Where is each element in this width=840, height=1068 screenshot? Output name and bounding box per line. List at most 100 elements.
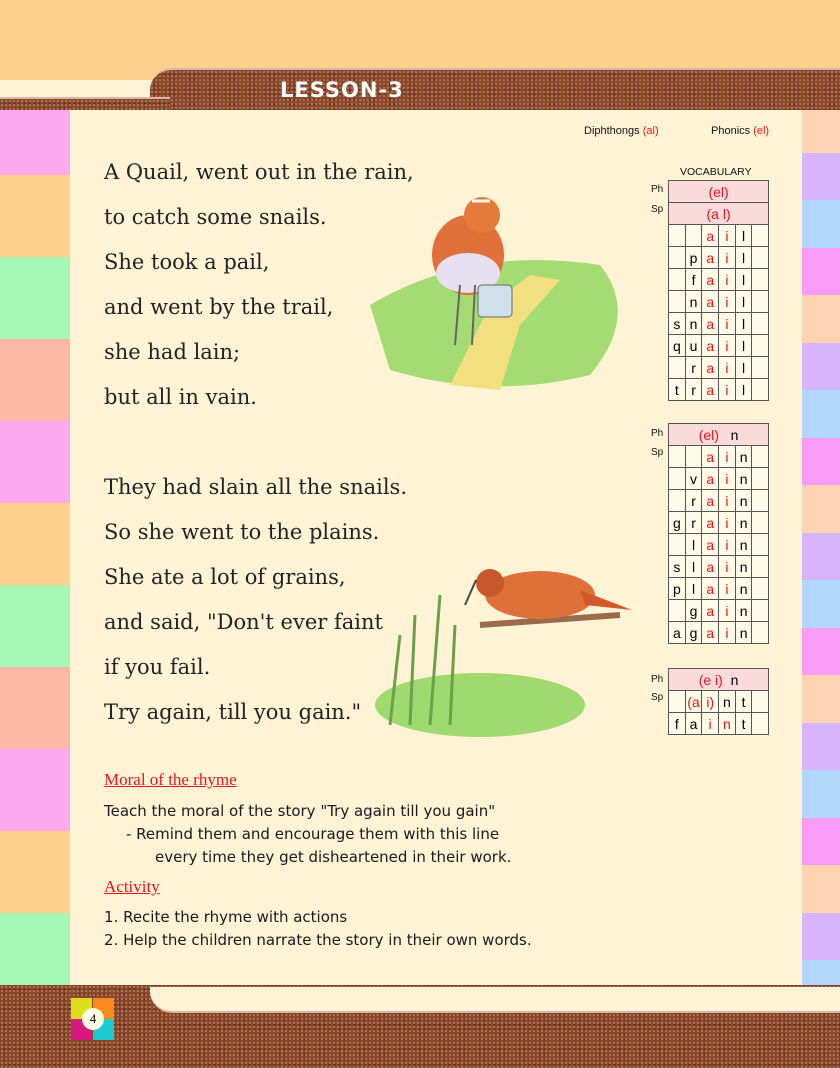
vocab-cell: r (684, 511, 703, 534)
vocab-cell: v (684, 467, 703, 490)
vocab-cell (668, 489, 686, 512)
vocab-cell (684, 445, 703, 468)
vocab-cell (751, 533, 770, 556)
vocab-cell: i (718, 489, 736, 512)
right-color-strip (802, 247, 840, 296)
vocab-cell: a (701, 378, 720, 401)
vocab-cell: t (668, 378, 686, 401)
left-color-strip (0, 913, 70, 995)
vocab-cell: i (718, 467, 736, 490)
vocab-cell: n (718, 690, 736, 713)
vocab-cell: a (701, 268, 720, 291)
poem-line: if you fail. (104, 655, 211, 679)
right-color-strip (802, 485, 840, 533)
vocab-table-aint: (e i) n (a i) n t f a i n t (667, 668, 770, 735)
vocab-cell (751, 599, 770, 622)
vocab-cell: i (718, 378, 736, 401)
vocab-cell: q (668, 334, 686, 357)
vocab-cell (668, 268, 686, 291)
activity-item: 2. Help the children narrate the story i… (104, 931, 532, 949)
right-color-strip (802, 722, 840, 771)
lesson-title: LESSON-3 (280, 78, 404, 102)
moral-heading: Moral of the rhyme (104, 770, 237, 789)
vocab-cell: n (684, 312, 703, 335)
vocab-cell: u (684, 334, 703, 357)
activity-item: 1. Recite the rhyme with actions (104, 908, 348, 926)
right-color-strip (802, 105, 840, 153)
left-color-strip (0, 339, 70, 421)
vocab-cell: i (718, 599, 736, 622)
vocab-cell: t (734, 712, 753, 735)
vocab-cell: s (668, 312, 686, 335)
vocab-cell: f (668, 712, 686, 735)
vocab-cell: l (734, 246, 753, 269)
moral-line: Teach the moral of the story "Try again … (104, 802, 496, 820)
top-margin (0, 0, 840, 80)
vocab-cell: a (701, 533, 720, 556)
vocab-cell: a (701, 621, 720, 644)
right-color-strip (802, 295, 840, 343)
vocab-cell: a (701, 599, 720, 622)
left-color-strip (0, 110, 70, 175)
vocab-cell: n (734, 533, 753, 556)
vocab-cell: i (718, 445, 736, 468)
page-number: 4 (82, 1008, 104, 1030)
sp-label: Sp (651, 447, 664, 458)
vocab-cell (668, 246, 686, 269)
vocab-cell (751, 334, 770, 357)
vocab-cell (668, 599, 686, 622)
right-color-strip (802, 342, 840, 391)
vocab-cell: a (701, 334, 720, 357)
vocab-cell (668, 290, 686, 313)
vocab-cell (668, 533, 686, 556)
vocab-cell: l (734, 224, 753, 247)
sp-label: Sp (651, 692, 664, 703)
vocab-cell: a (701, 312, 720, 335)
vocab-cell: r (684, 378, 703, 401)
vocab-cell: n (734, 467, 753, 490)
ph-label: Ph (651, 674, 664, 685)
vocab-cell: a (701, 224, 720, 247)
vocab-cell (751, 690, 770, 713)
vocab-cell: n (684, 290, 703, 313)
vocab-cell (668, 445, 686, 468)
vocab-cell (751, 511, 770, 534)
vocab-cell (751, 246, 770, 269)
vocab-cell: i (718, 356, 736, 379)
vocab-cell: i (718, 224, 736, 247)
left-color-strip (0, 421, 70, 503)
left-color-strip (0, 503, 70, 585)
vocab-cell: (a (684, 690, 703, 713)
right-color-strip (802, 817, 840, 866)
quail-with-pail-illustration (370, 197, 618, 390)
moral-line: - Remind them and encourage them with th… (126, 825, 500, 843)
vocab-cell: l (734, 312, 753, 335)
vocab-cell (751, 577, 770, 600)
vocab-cell (668, 467, 686, 490)
vocab-cell: i) (701, 690, 720, 713)
vocab-cell: l (734, 334, 753, 357)
header-band (150, 68, 840, 110)
vocab-cell: g (684, 599, 703, 622)
vocab-cell: i (718, 312, 736, 335)
vocab-cell: a (701, 577, 720, 600)
vocab-cell: i (718, 268, 736, 291)
right-color-strip (802, 200, 840, 248)
phonics-label: Phonics (el) (711, 125, 770, 137)
vocab-cell: g (684, 621, 703, 644)
vocab-cell: (el) (667, 180, 770, 203)
vocab-cell (668, 356, 686, 379)
right-color-strip (802, 770, 840, 818)
vocab-cell (668, 224, 686, 247)
vocab-cell: l (734, 356, 753, 379)
left-color-strip (0, 667, 70, 749)
vocab-cell: g (668, 511, 686, 534)
